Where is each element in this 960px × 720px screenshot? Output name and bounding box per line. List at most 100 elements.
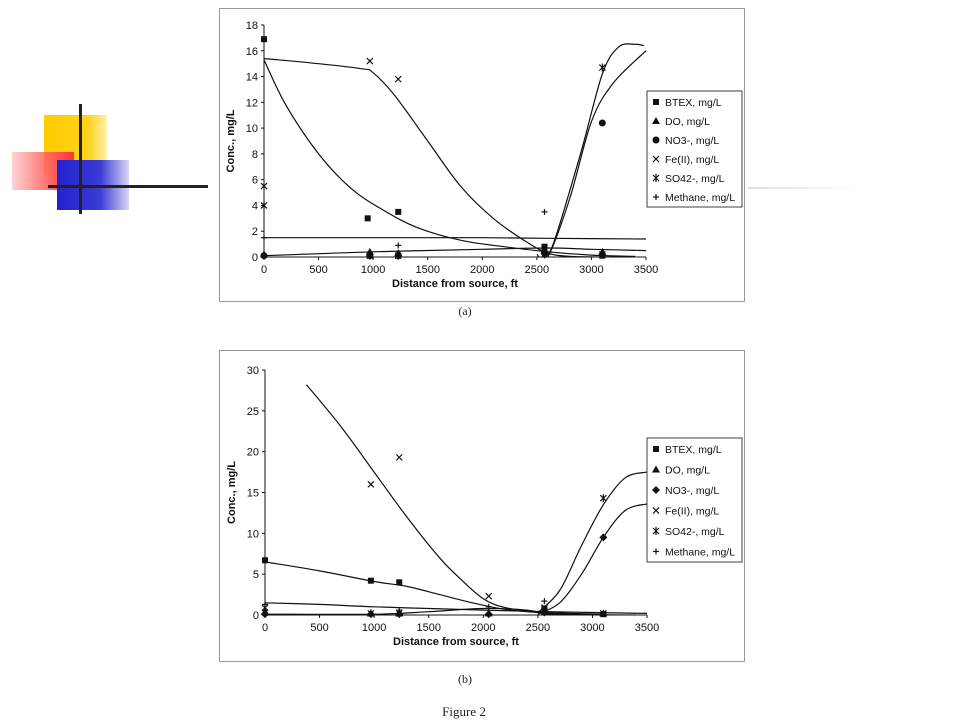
trend-curve [265, 607, 593, 615]
data-point [364, 215, 371, 222]
data-point [541, 208, 548, 215]
figure-title: Figure 2 [442, 704, 486, 719]
x-tick-label: 1500 [416, 622, 440, 634]
trend-curve [264, 247, 647, 257]
legend-label: Methane, mg/L [665, 547, 735, 559]
x-tick-label: 3000 [580, 622, 604, 634]
trend-curve [265, 561, 637, 615]
legend-label: DO, mg/L [665, 116, 710, 128]
data-point [599, 494, 607, 503]
trend-curve [264, 237, 647, 240]
data-point [261, 36, 267, 43]
legend-marker [652, 136, 660, 144]
legend-label: BTEX, mg/L [665, 444, 722, 456]
x-tick-label: 2000 [470, 264, 494, 276]
legend-label: Fe(II), mg/L [665, 154, 719, 166]
legend-marker [653, 548, 659, 555]
legend-label: SO42-, mg/L [665, 526, 725, 538]
data-point [262, 601, 268, 608]
y-tick-label: 25 [247, 406, 259, 418]
x-tick-label: 0 [261, 264, 267, 276]
x-tick-label: 2500 [526, 622, 550, 634]
data-point [484, 610, 493, 619]
series-plus [262, 598, 607, 618]
trend-curve [541, 43, 644, 257]
y-tick-label: 10 [246, 123, 258, 135]
x-tick-label: 3000 [579, 264, 603, 276]
x-tick-label: 500 [309, 264, 327, 276]
data-point [366, 57, 374, 65]
data-point [394, 75, 402, 83]
chart-b: 0 5 10 15 20 25 30 0 500 1000 1500 2000 2500 3000 3500… [219, 350, 745, 662]
data-point [599, 533, 608, 542]
trend-curve [537, 503, 648, 615]
data-point [394, 251, 402, 260]
chart-a-caption: (a) [458, 304, 472, 318]
x-axis-label: Distance from source, ft [393, 636, 519, 648]
x-tick-label: 2500 [525, 264, 549, 276]
data-point [540, 606, 548, 615]
series-star [261, 494, 607, 618]
legend-marker [652, 117, 660, 124]
x-tick-label: 3500 [634, 264, 658, 276]
y-tick-label: 4 [252, 200, 258, 212]
series-plus [261, 208, 606, 258]
legend-label: SO42-, mg/L [665, 173, 725, 185]
legend-marker [653, 446, 659, 452]
y-tick-label: 20 [247, 447, 259, 459]
y-tick-label: 2 [252, 226, 258, 238]
data-point [541, 598, 548, 605]
y-tick-label: 15 [247, 488, 259, 500]
x-tick-label: 0 [262, 622, 268, 634]
data-point [261, 234, 267, 241]
x-tick-label: 1500 [415, 264, 439, 276]
y-tick-label: 30 [247, 365, 259, 377]
x-tick-label: 2000 [471, 622, 495, 634]
data-point [367, 609, 375, 618]
y-tick-label: 18 [246, 20, 258, 32]
legend-label: Fe(II), mg/L [665, 506, 719, 518]
data-point [599, 251, 606, 258]
data-point [261, 604, 269, 612]
y-tick-label: 8 [252, 149, 258, 161]
data-point [485, 592, 493, 600]
vertical-rule-decoration [79, 104, 82, 214]
trend-curves [264, 43, 647, 257]
y-tick-label: 10 [247, 528, 259, 540]
data-point [260, 201, 268, 210]
data-point [367, 577, 374, 584]
chart-b-caption: (b) [458, 672, 472, 686]
data-point [261, 608, 269, 617]
y-axis-label: Conc., mg/L [226, 461, 238, 524]
y-tick-label: 5 [253, 569, 259, 581]
y-tick-label: 14 [246, 72, 258, 84]
y-tick-label: 6 [252, 175, 258, 187]
x-tick-label: 1000 [362, 622, 386, 634]
chart-a: 0 2 4 6 8 10 12 14 16 18 0 500 1000 1500 2000 2500 3000 3… [219, 8, 745, 302]
data-point [598, 63, 606, 72]
trend-curve [536, 50, 647, 257]
y-tick-label: 0 [253, 610, 259, 622]
data-point [260, 182, 268, 190]
x-tick-label: 1000 [361, 264, 385, 276]
y-tick-label: 0 [252, 252, 258, 264]
data-point [366, 251, 374, 260]
trend-curve [265, 602, 648, 614]
data-point [262, 557, 268, 564]
legend-label: DO, mg/L [665, 465, 710, 477]
data-point [396, 607, 403, 614]
y-axis-label: Conc., mg/L [225, 109, 237, 172]
data-point [367, 480, 375, 488]
x-axis-label: Distance from source, ft [392, 278, 518, 290]
data-point [541, 244, 548, 252]
legend-label: NO3-, mg/L [665, 485, 719, 497]
legend-label: NO3-, mg/L [665, 135, 719, 147]
data-point [541, 250, 548, 259]
x-tick-label: 3500 [635, 622, 659, 634]
data-point [395, 242, 402, 249]
data-point [396, 579, 403, 586]
legend-marker [652, 174, 660, 182]
data-point [485, 603, 492, 610]
x-tick-label: 500 [310, 622, 328, 634]
faded-rule-decoration [748, 187, 863, 189]
